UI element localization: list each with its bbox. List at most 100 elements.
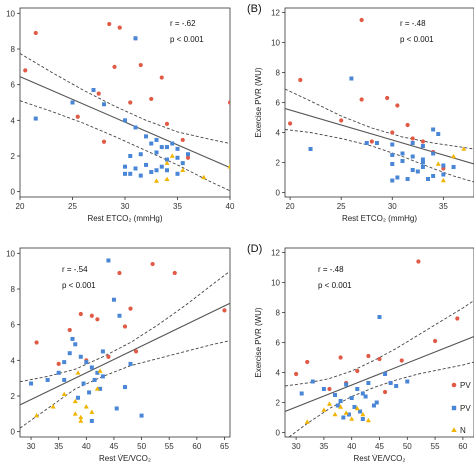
data-point-square bbox=[70, 100, 75, 105]
y-tick-label: 2 bbox=[11, 152, 16, 161]
data-point-circle bbox=[399, 358, 404, 363]
y-axis-label: Exercise PVR (WU) bbox=[254, 67, 263, 138]
data-point-square bbox=[341, 415, 346, 420]
data-point-square bbox=[431, 174, 436, 178]
data-point-square bbox=[400, 151, 405, 156]
data-point-square bbox=[133, 125, 138, 130]
data-point-circle bbox=[133, 349, 139, 354]
x-axis-label: Rest V̇E/VCO₂ bbox=[99, 454, 151, 463]
y-tick-label: 0 bbox=[11, 188, 16, 197]
data-point-circle bbox=[185, 155, 191, 160]
legend-marker-triangle bbox=[451, 427, 457, 432]
data-point-square bbox=[308, 147, 313, 151]
x-tick-label: 20 bbox=[16, 202, 25, 211]
data-point-square bbox=[186, 152, 190, 157]
data-point-circle bbox=[128, 306, 133, 311]
data-point-square bbox=[405, 379, 410, 384]
data-point-square bbox=[92, 377, 97, 382]
data-point-circle bbox=[385, 95, 390, 101]
correlation-annotation: r = -.54 bbox=[62, 265, 88, 274]
legend-label: PV bbox=[460, 404, 471, 413]
data-point-circle bbox=[101, 139, 107, 144]
data-point-square bbox=[73, 342, 78, 347]
ci-lower-line bbox=[288, 361, 474, 437]
x-tick-label: 30 bbox=[27, 442, 36, 451]
data-point-square bbox=[363, 394, 368, 399]
data-point-circle bbox=[164, 121, 170, 126]
data-point-circle bbox=[339, 118, 344, 123]
y-tick-label: 4 bbox=[11, 356, 16, 365]
y-tick-label: 0 bbox=[11, 428, 16, 437]
legend: PV PV N bbox=[451, 381, 471, 435]
data-point-square bbox=[333, 393, 338, 397]
data-point-square bbox=[175, 146, 180, 151]
p-value-annotation: p < 0.001 bbox=[170, 35, 204, 44]
y-tick-label: 8 bbox=[11, 45, 16, 54]
x-tick-label: 40 bbox=[82, 442, 91, 451]
data-point-square bbox=[410, 154, 415, 159]
data-point-circle bbox=[128, 100, 133, 105]
data-point-triangle bbox=[89, 409, 95, 414]
data-point-square bbox=[89, 418, 94, 423]
data-point-circle bbox=[377, 356, 382, 362]
x-tick-label: 25 bbox=[68, 202, 77, 211]
x-axis-label: Rest V̇E/VCO₂ bbox=[353, 454, 405, 463]
data-point-triangle bbox=[227, 164, 230, 169]
p-value-annotation: p < 0.001 bbox=[62, 281, 96, 290]
p-value-annotation: p < 0.001 bbox=[400, 35, 434, 44]
x-tick-label: 40 bbox=[347, 442, 356, 451]
panel-label: (B) bbox=[247, 3, 262, 15]
x-tick-label: 60 bbox=[458, 442, 467, 451]
x-tick-label: 60 bbox=[192, 442, 201, 451]
panel-label: (D) bbox=[247, 243, 262, 255]
y-tick-label: 6 bbox=[11, 321, 16, 330]
data-point-square bbox=[349, 396, 354, 400]
data-point-square bbox=[95, 370, 100, 375]
data-point-square bbox=[420, 160, 425, 165]
y-tick-label: 10 bbox=[271, 39, 280, 48]
y-tick-label: 0 bbox=[276, 429, 281, 438]
data-point-square bbox=[128, 171, 133, 176]
data-point-square bbox=[349, 76, 354, 81]
data-point-circle bbox=[117, 25, 122, 30]
data-point-square bbox=[451, 165, 456, 169]
data-point-square bbox=[154, 150, 159, 155]
x-tick-label: 50 bbox=[137, 442, 146, 451]
data-point-circle bbox=[327, 386, 332, 392]
y-tick-label: 12 bbox=[271, 249, 280, 258]
data-point-circle bbox=[149, 96, 154, 102]
data-point-square bbox=[431, 127, 436, 132]
data-point-circle bbox=[106, 354, 111, 359]
data-point-circle bbox=[366, 353, 371, 359]
data-point-triangle bbox=[94, 386, 100, 391]
y-tick-label: 8 bbox=[11, 285, 16, 294]
data-point-square bbox=[377, 315, 382, 319]
data-point-circle bbox=[455, 316, 460, 321]
data-point-triangle bbox=[365, 417, 371, 423]
data-point-square bbox=[338, 399, 343, 403]
data-point-square bbox=[360, 417, 365, 421]
x-tick-label: 25 bbox=[337, 202, 346, 211]
data-point-circle bbox=[34, 340, 39, 345]
data-point-square bbox=[441, 172, 446, 177]
x-tick-label: 20 bbox=[286, 202, 295, 211]
ci-lower-line bbox=[285, 129, 474, 183]
data-point-circle bbox=[390, 130, 395, 135]
data-point-square bbox=[70, 336, 75, 341]
data-point-square bbox=[180, 161, 185, 166]
data-point-square bbox=[102, 102, 106, 107]
data-point-triangle bbox=[180, 167, 186, 173]
data-point-square bbox=[390, 162, 395, 166]
data-point-square bbox=[431, 151, 436, 156]
data-point-triangle bbox=[354, 405, 360, 411]
correlation-annotation: r = -.48 bbox=[318, 265, 344, 274]
data-point-square bbox=[159, 145, 164, 150]
legend-label: PV bbox=[460, 381, 471, 390]
data-point-square bbox=[394, 384, 399, 388]
data-point-square bbox=[89, 365, 94, 370]
data-point-square bbox=[123, 118, 127, 123]
data-point-circle bbox=[138, 62, 143, 68]
correlation-annotation: r = -.62 bbox=[170, 19, 196, 28]
data-point-square bbox=[123, 385, 127, 390]
